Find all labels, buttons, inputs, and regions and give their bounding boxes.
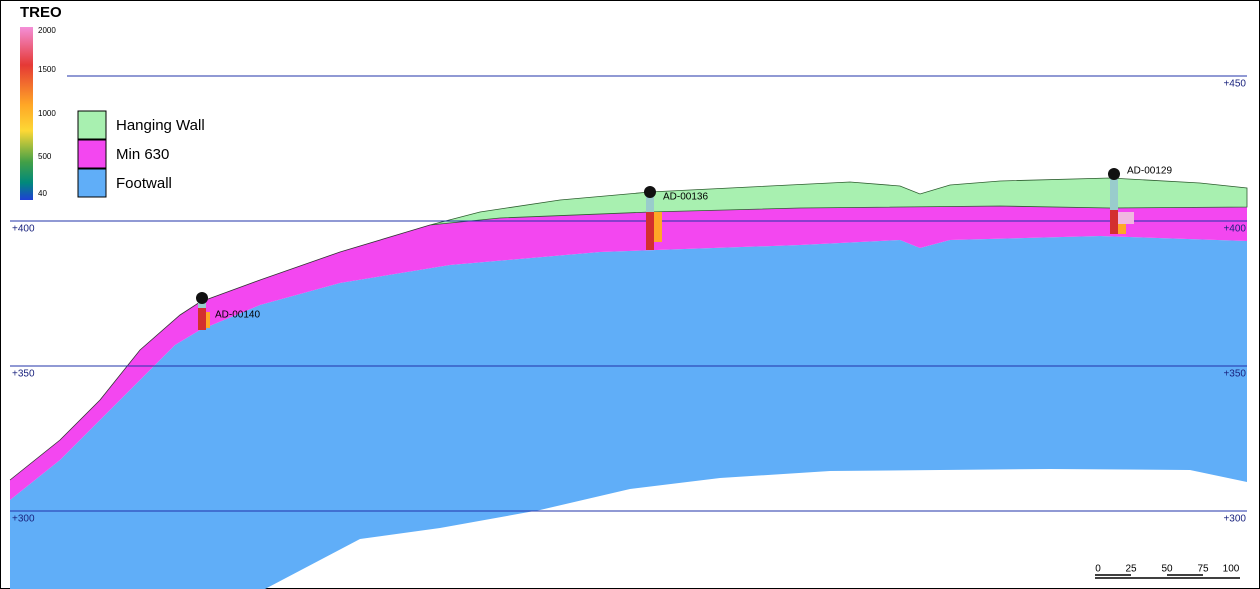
colorbar-label: 1000 (38, 109, 56, 118)
drillhole: AD-00129 (1108, 166, 1172, 234)
drillhole-label: AD-00129 (1127, 166, 1172, 177)
elevation-label: +450 (1223, 79, 1246, 90)
colorbar (20, 27, 33, 200)
scale-label: 50 (1161, 564, 1173, 575)
scale-label: 100 (1223, 564, 1240, 575)
colorbar-label: 2000 (38, 26, 56, 35)
elevation-label: +350 (12, 369, 35, 380)
legend-swatch (77, 110, 107, 140)
drillhole-label: AD-00140 (215, 310, 260, 321)
elevation-label: +300 (1223, 514, 1246, 525)
elevation-label: +400 (1223, 224, 1246, 235)
topography (9, 224, 431, 481)
legend-swatch (77, 168, 107, 198)
scale-label: 25 (1125, 564, 1137, 575)
colorbar-title: TREO (20, 4, 62, 21)
min-630 (10, 206, 1247, 500)
elevation-label: +300 (12, 514, 35, 525)
scale-label: 0 (1095, 564, 1101, 575)
footwall (10, 236, 1247, 589)
scale-bar (1095, 574, 1240, 579)
colorbar-label: 1500 (38, 65, 56, 74)
colorbar-label: 40 (38, 189, 47, 198)
legend-label: Hanging Wall (116, 117, 205, 134)
legend-swatch (77, 139, 107, 169)
hanging-wall (429, 177, 1248, 226)
scale-label: 75 (1197, 564, 1209, 575)
legend-label: Min 630 (116, 146, 169, 163)
drillhole: AD-00136 (644, 186, 708, 250)
drillhole: AD-00140 (196, 292, 260, 330)
elevation-label: +400 (12, 224, 35, 235)
drillhole-label: AD-00136 (663, 192, 708, 203)
colorbar-label: 500 (38, 152, 52, 161)
elevation-label: +350 (1223, 369, 1246, 380)
legend-label: Footwall (116, 175, 172, 192)
